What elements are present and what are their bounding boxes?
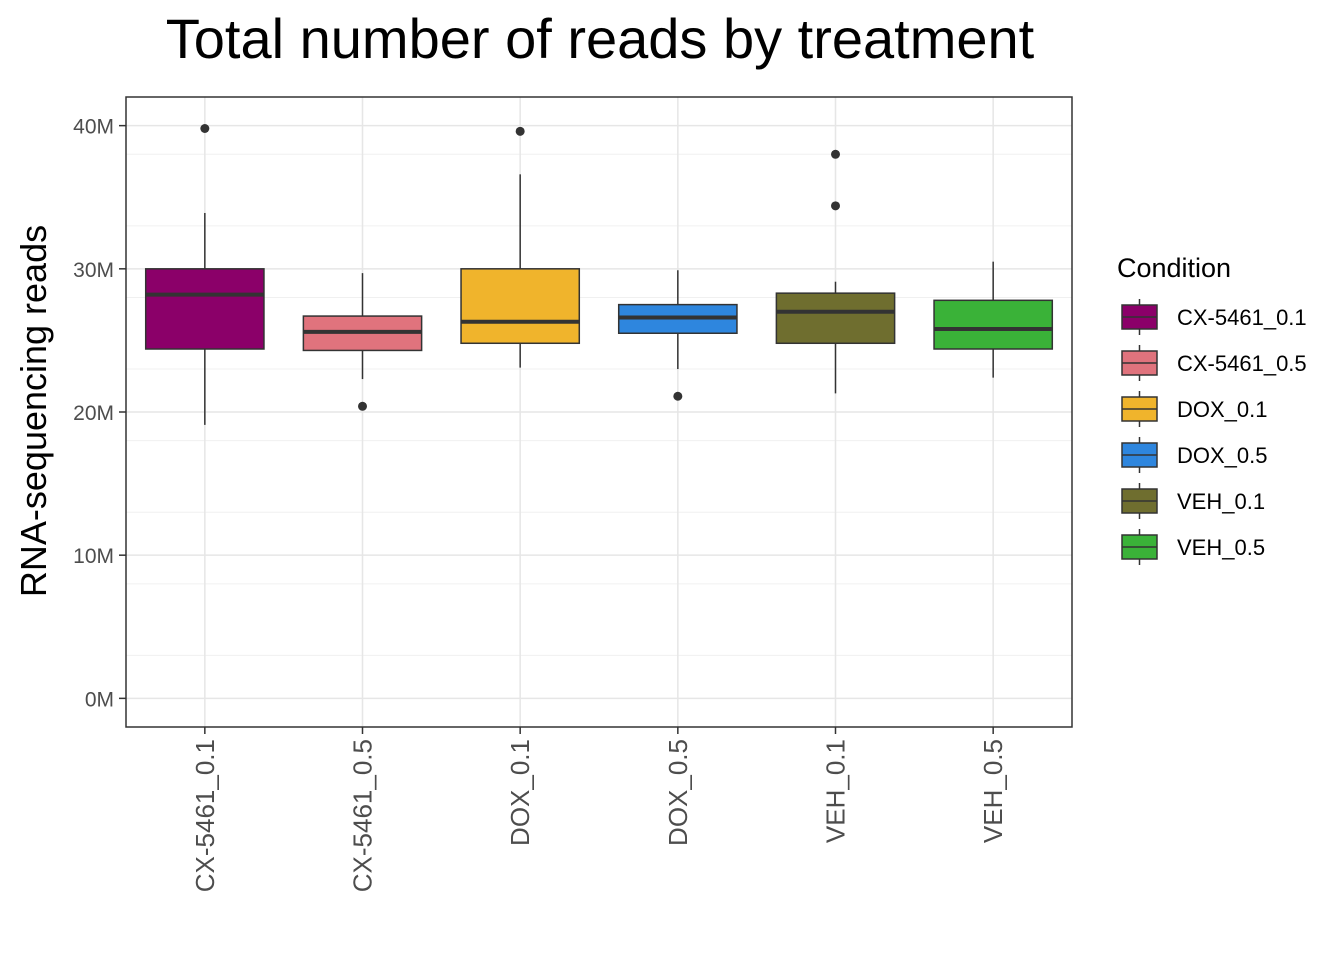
y-tick-label: 20M (73, 402, 114, 425)
legend-title: Condition (1117, 253, 1231, 283)
x-tick-label: DOX_0.5 (663, 739, 693, 846)
outlier-point (831, 149, 840, 159)
y-axis-ticks: 0M 10M 20M 30M 40M (73, 116, 126, 711)
outlier-point (673, 391, 683, 401)
chart-title: Total number of reads by treatment (166, 7, 1035, 70)
outlier-point (831, 201, 840, 211)
y-axis-label: RNA-sequencing reads (13, 225, 54, 597)
x-tick-label: CX-5461_0.1 (190, 739, 220, 892)
iqr-box (460, 268, 581, 345)
x-tick-label: VEH_0.5 (978, 739, 1008, 843)
y-tick-label: 40M (73, 116, 114, 139)
box-series (144, 124, 1054, 425)
x-axis-ticks: CX-5461_0.1 CX-5461_0.5 DOX_0.1 DOX_0.5 VEH_… (190, 727, 1008, 892)
box-CX-5461_0.5 (302, 273, 423, 411)
outlier-point (358, 401, 367, 411)
y-tick-label: 10M (73, 545, 114, 568)
legend-item: DOX_0.1 (1121, 391, 1268, 427)
legend: CX-5461_0.1 CX-5461_0.5 DOX_0.1 DOX_0.5 VEH_… (1121, 299, 1307, 565)
legend-item: VEH_0.5 (1121, 529, 1265, 565)
iqr-box (775, 292, 896, 345)
legend-label: CX-5461_0.1 (1177, 305, 1307, 330)
grid-lines (126, 97, 1072, 728)
legend-item: CX-5461_0.1 (1121, 299, 1307, 335)
x-tick-label: VEH_0.1 (821, 739, 851, 843)
x-tick-label: CX-5461_0.5 (348, 739, 378, 892)
legend-label: CX-5461_0.5 (1177, 351, 1307, 376)
x-tick-label: DOX_0.1 (505, 739, 535, 846)
outlier-point (515, 126, 525, 136)
y-tick-label: 0M (85, 688, 114, 711)
box-CX-5461_0.1 (144, 124, 265, 425)
y-tick-label: 30M (73, 259, 114, 282)
legend-label: VEH_0.1 (1177, 489, 1265, 514)
box-DOX_0.5 (617, 270, 738, 401)
legend-item: DOX_0.5 (1121, 437, 1268, 473)
legend-label: VEH_0.5 (1177, 535, 1265, 560)
legend-item: CX-5461_0.5 (1121, 345, 1307, 381)
box-VEH_0.5 (933, 261, 1054, 378)
legend-item: VEH_0.1 (1121, 483, 1265, 519)
legend-label: DOX_0.1 (1177, 397, 1268, 422)
iqr-box (144, 268, 265, 350)
box-DOX_0.1 (460, 126, 581, 368)
box-VEH_0.1 (775, 149, 896, 394)
iqr-box (933, 299, 1054, 350)
legend-label: DOX_0.5 (1177, 443, 1268, 468)
outlier-point (200, 124, 210, 133)
